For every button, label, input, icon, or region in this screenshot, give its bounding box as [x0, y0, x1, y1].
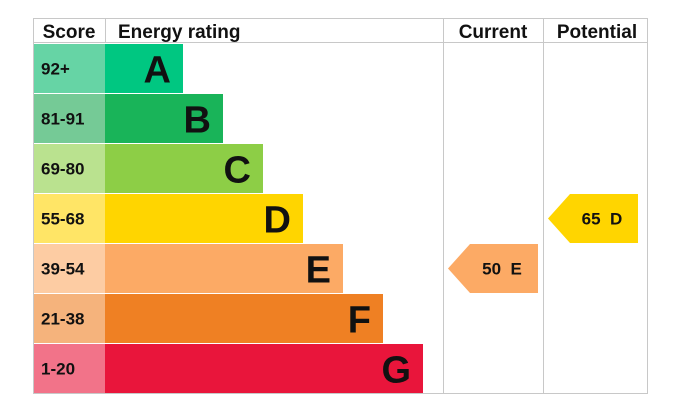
- score-cell-a: [34, 44, 105, 93]
- score-label-e: 39-54: [41, 260, 85, 279]
- band-letter-e: E: [306, 250, 331, 292]
- band-letter-g: G: [381, 350, 411, 392]
- score-cell-c: [34, 144, 105, 193]
- score-label-g: 1-20: [41, 360, 75, 379]
- score-label-b: 81-91: [41, 110, 84, 129]
- score-label-c: 69-80: [41, 160, 84, 179]
- score-label-f: 21-38: [41, 310, 84, 329]
- score-cell-b: [34, 94, 105, 143]
- score-header: Score: [43, 22, 96, 43]
- score-label-d: 55-68: [41, 210, 84, 229]
- rating-bands: 92+ A 81-91 B 69-80 C 55-68 D 39-54 E 21-38 F 1-20 G: [34, 44, 423, 393]
- potential-rating-label: 65 D: [582, 210, 623, 229]
- band-letter-c: C: [224, 150, 251, 192]
- current-header: Current: [459, 22, 528, 43]
- band-letter-a: A: [144, 50, 171, 92]
- current-rating-label: 50 E: [482, 260, 522, 279]
- band-bar-b: [105, 94, 223, 143]
- band-bar-e: [105, 244, 343, 293]
- band-bar-c: [105, 144, 263, 193]
- score-cell-e: [34, 244, 105, 293]
- score-cell-g: [34, 344, 105, 393]
- potential-header: Potential: [557, 22, 637, 43]
- score-cell-d: [34, 194, 105, 243]
- current-rating-arrow: [448, 244, 538, 293]
- chart-frame: [33, 18, 648, 394]
- band-bar-f: [105, 294, 383, 343]
- band-bar-d: [105, 194, 303, 243]
- band-letter-f: F: [348, 300, 371, 342]
- band-bar-g: [105, 344, 423, 393]
- rating-indicators: 50 E 65 D: [448, 194, 638, 293]
- score-label-a: 92+: [41, 60, 70, 79]
- potential-rating-arrow: [548, 194, 638, 243]
- band-letter-d: D: [264, 200, 291, 242]
- energy-rating-header: Energy rating: [118, 22, 240, 43]
- band-letter-b: B: [184, 100, 211, 142]
- score-cell-f: [34, 294, 105, 343]
- band-bar-a: [105, 44, 183, 93]
